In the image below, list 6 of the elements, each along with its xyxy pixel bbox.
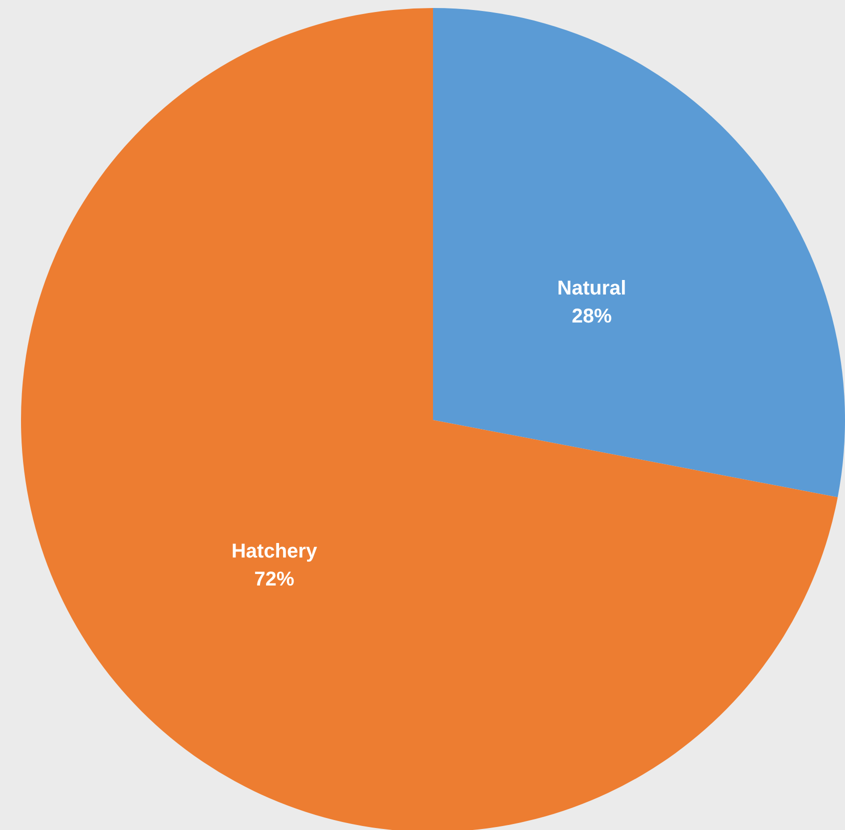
slice-label: Natural bbox=[557, 278, 626, 300]
data-label: 72% bbox=[254, 568, 295, 590]
slice-label: Hatchery bbox=[231, 540, 318, 562]
pie-slice bbox=[433, 8, 844, 498]
pie-slice bbox=[21, 8, 838, 830]
data-label: 28% bbox=[572, 306, 612, 328]
